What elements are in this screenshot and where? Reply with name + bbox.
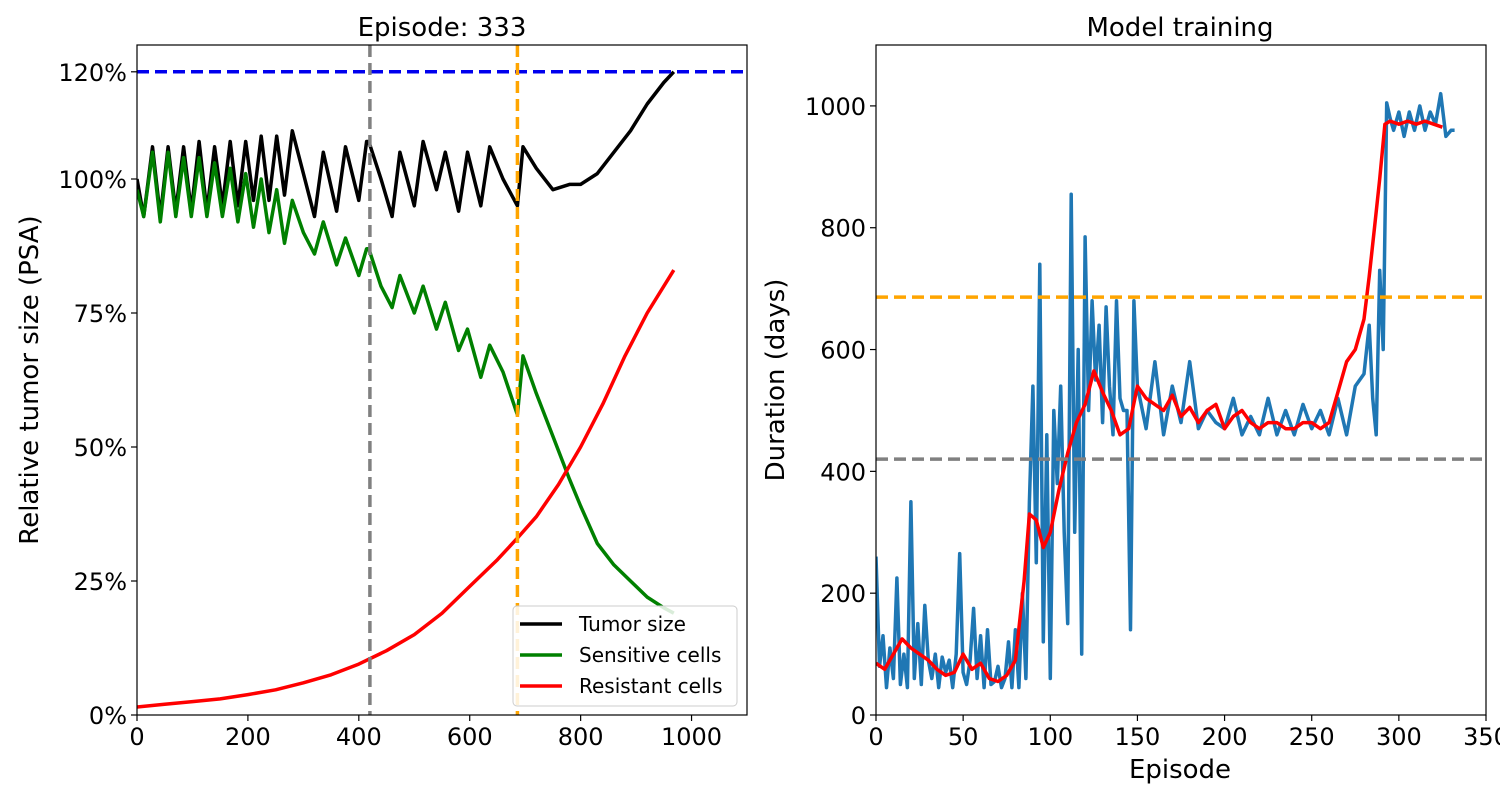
x-tick-label: 250 xyxy=(1289,723,1335,751)
x-axis-ticks: 0 200 400 600 800 1000 xyxy=(129,715,722,751)
y-tick-label: 25% xyxy=(74,568,127,596)
chart-title: Episode: 333 xyxy=(358,13,527,43)
y-axis-ticks: 0 200 400 600 800 1000 xyxy=(805,93,876,730)
y-tick-label: 100% xyxy=(58,166,127,194)
x-tick-label: 350 xyxy=(1463,723,1500,751)
series-line xyxy=(876,91,1455,690)
y-tick-label: 50% xyxy=(74,434,127,462)
y-tick-label: 120% xyxy=(58,59,127,87)
y-tick-label: 800 xyxy=(820,215,866,243)
y-tick-label: 1000 xyxy=(805,93,866,121)
legend-label: Resistant cells xyxy=(579,674,723,698)
x-tick-label: 200 xyxy=(1202,723,1248,751)
y-tick-label: 200 xyxy=(820,580,866,608)
x-tick-label: 600 xyxy=(447,723,493,751)
x-tick-label: 1000 xyxy=(661,723,722,751)
chart-title: Model training xyxy=(1086,13,1273,43)
legend-label: Tumor size xyxy=(578,612,686,636)
plot-area xyxy=(137,45,747,715)
x-tick-label: 50 xyxy=(948,723,979,751)
y-tick-label: 600 xyxy=(820,337,866,365)
x-tick-label: 0 xyxy=(868,723,883,751)
plot-frame xyxy=(875,44,1487,716)
y-axis-ticks: 0% 25% 50% 75% 100% 120% xyxy=(58,59,137,730)
x-tick-label: 150 xyxy=(1115,723,1161,751)
x-axis-ticks: 0 50 100 150 200 250 300 350 xyxy=(868,715,1500,751)
x-tick-label: 800 xyxy=(558,723,604,751)
x-tick-label: 200 xyxy=(225,723,271,751)
tumor-size-chart: Episode: 333 Relative tumor size (PSA) 0… xyxy=(15,13,748,751)
y-tick-label: 0% xyxy=(89,702,127,730)
y-tick-label: 400 xyxy=(820,458,866,486)
y-axis-label: Duration (days) xyxy=(761,279,791,482)
x-tick-label: 0 xyxy=(129,723,144,751)
series-line xyxy=(137,150,675,615)
series-line xyxy=(876,119,1443,684)
x-tick-label: 300 xyxy=(1376,723,1422,751)
y-tick-label: 0 xyxy=(851,702,866,730)
series-line xyxy=(137,269,676,709)
x-axis-label: Episode xyxy=(1129,755,1231,785)
model-training-chart: Model training Duration (days) Episode 0… xyxy=(761,13,1500,785)
plot-frame xyxy=(136,44,748,716)
x-tick-label: 400 xyxy=(336,723,382,751)
y-axis-label: Relative tumor size (PSA) xyxy=(15,215,45,544)
legend: Tumor size Sensitive cells Resistant cells xyxy=(512,605,738,707)
x-tick-label: 100 xyxy=(1027,723,1073,751)
legend-label: Sensitive cells xyxy=(579,643,721,667)
y-tick-label: 75% xyxy=(74,300,127,328)
plot-area xyxy=(876,91,1486,690)
legend-box xyxy=(512,605,738,707)
